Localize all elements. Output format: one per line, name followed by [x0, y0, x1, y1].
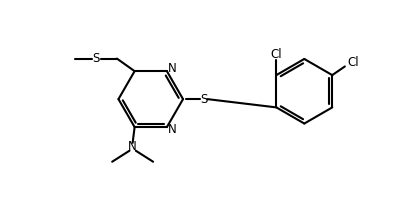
Text: Cl: Cl — [270, 48, 282, 61]
Text: N: N — [168, 123, 176, 136]
Text: Cl: Cl — [348, 56, 359, 69]
Text: S: S — [93, 52, 100, 65]
Text: N: N — [128, 140, 137, 153]
Text: N: N — [168, 62, 176, 75]
Text: S: S — [200, 93, 207, 106]
